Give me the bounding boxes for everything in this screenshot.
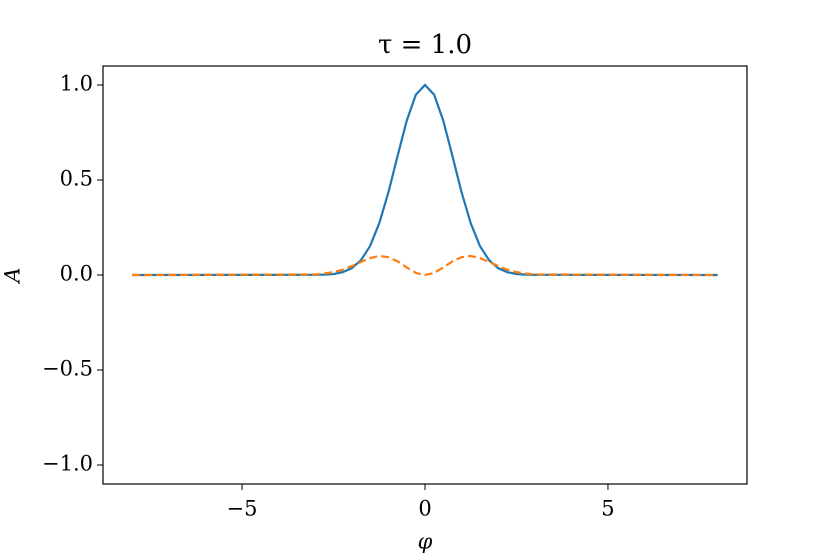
- y-tick-label: 0.5: [60, 167, 93, 191]
- x-axis-label: φ: [418, 530, 433, 554]
- chart-title: τ = 1.0: [378, 30, 472, 60]
- y-tick-label: −1.0: [42, 452, 93, 476]
- data-line: [132, 254, 718, 277]
- y-tick-label: 1.0: [60, 72, 93, 96]
- x-tick-label: −5: [227, 497, 258, 521]
- x-tick-label: 0: [418, 497, 431, 521]
- x-tick-label: 5: [601, 497, 614, 521]
- plot-frame: [102, 65, 748, 485]
- y-tick-label: −0.5: [42, 357, 93, 381]
- y-tick-label: 0.0: [60, 262, 93, 286]
- y-axis-label: A: [1, 267, 25, 284]
- data-line: [132, 83, 718, 277]
